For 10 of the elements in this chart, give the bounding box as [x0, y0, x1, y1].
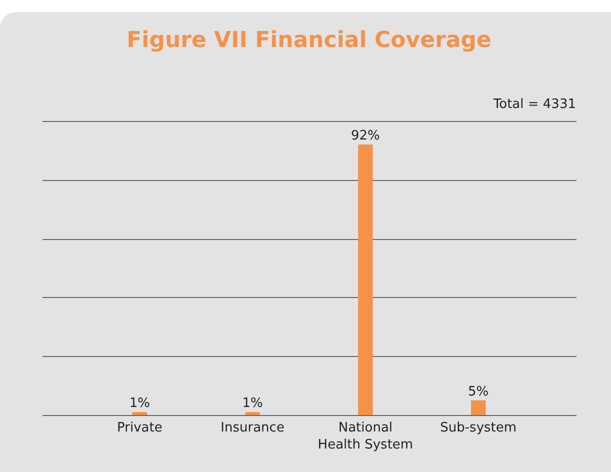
data-label: 1%: [242, 396, 263, 412]
data-label: 92%: [350, 128, 380, 144]
x-tick-label: Private: [116, 420, 162, 436]
x-tick-label: National Health System: [318, 420, 414, 452]
text: Total = 4331: [492, 97, 576, 112]
data-label: 1%: [129, 396, 150, 412]
x-tick-label: Insurance: [220, 420, 284, 436]
x-tick-label: Sub-system: [440, 420, 517, 436]
chart-title: Figure VII Financial Coverage: [126, 28, 492, 53]
data-label: 5%: [468, 384, 489, 400]
